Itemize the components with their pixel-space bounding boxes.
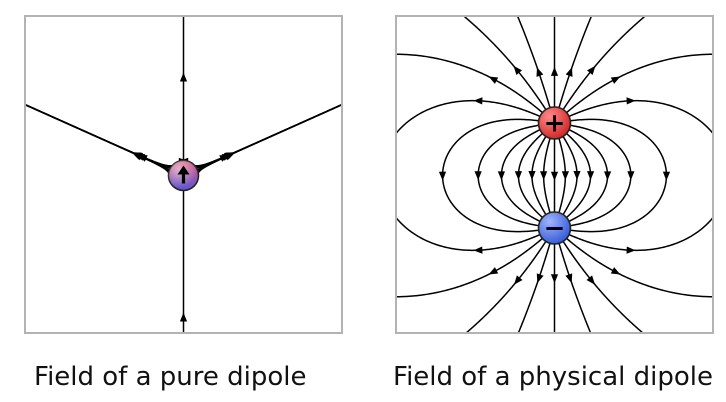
field-direction-arrow [604,171,612,181]
plus-symbol: + [544,109,566,139]
field-direction-arrow [438,171,447,181]
field-direction-arrow [610,267,621,275]
field-line [26,104,175,167]
field-direction-arrow [565,273,573,284]
pure-dipole-field-diagram [26,17,341,332]
field-direction-arrow [587,65,596,75]
field-line [566,217,712,252]
field-direction-arrow [473,246,483,254]
field-line [26,104,172,170]
field-line [192,104,341,167]
field-direction-arrow [513,65,522,75]
field-line [557,241,592,332]
field-direction-arrow [662,171,671,181]
field-direction-arrow [550,66,559,76]
field-line [196,104,341,174]
field-line [564,53,712,115]
field-line [190,104,341,167]
field-direction-arrow [626,246,636,254]
field-line [26,104,173,168]
field-line [566,128,609,224]
field-direction-arrow [550,171,559,181]
field-direction-arrow [536,67,544,77]
field-direction-arrow [179,312,188,322]
field-direction-arrow [565,67,573,77]
field-direction-arrow [536,273,544,284]
field-direction-arrow [474,171,482,181]
field-line [26,104,177,167]
field-direction-arrow [473,97,483,105]
field-direction-arrow [550,274,559,284]
positive-charge [537,106,572,140]
field-direction-arrow [488,76,499,84]
field-direction-arrow [514,275,523,285]
field-line [195,104,341,170]
pure-dipole-panel [24,15,343,334]
field-direction-arrow [219,154,229,162]
minus-symbol: − [544,214,566,244]
field-line [194,104,341,168]
field-line [397,53,545,115]
field-direction-arrow [497,171,505,181]
field-line [187,104,341,168]
field-line [567,118,668,233]
physical-dipole-caption: Field of a physical dipole [393,362,714,392]
field-line [557,17,592,110]
field-line [517,17,552,110]
field-line [463,17,548,112]
field-line [561,17,646,112]
field-direction-arrow [586,275,595,285]
up-arrow-icon [177,165,190,184]
field-direction-arrow [540,171,548,181]
field-line [566,99,712,134]
negative-charge [537,211,572,245]
field-line [466,239,548,332]
field-line [517,241,552,332]
field-line [441,118,542,233]
field-line [500,128,543,224]
field-line [561,239,643,332]
field-line [564,236,712,298]
field-line [397,99,543,134]
field-line [397,236,545,298]
field-direction-arrow [627,171,635,181]
pure-dipole-caption: Field of a pure dipole [34,362,307,392]
field-direction-arrow [626,97,636,105]
field-direction-arrow [133,153,143,161]
field-direction-arrow [587,171,595,181]
field-line [26,104,180,168]
field-line [26,104,171,174]
field-direction-arrow [488,267,499,275]
physical-dipole-field-diagram: +− [397,17,712,332]
field-direction-arrow [610,76,621,84]
field-direction-arrow [528,171,536,180]
physical-dipole-panel: + − [395,15,714,334]
field-line [397,217,543,252]
field-line [26,104,171,176]
field-direction-arrow [573,171,581,180]
field-direction-arrow [514,171,522,181]
field-direction-arrow [561,171,569,181]
field-direction-arrow [179,72,188,82]
